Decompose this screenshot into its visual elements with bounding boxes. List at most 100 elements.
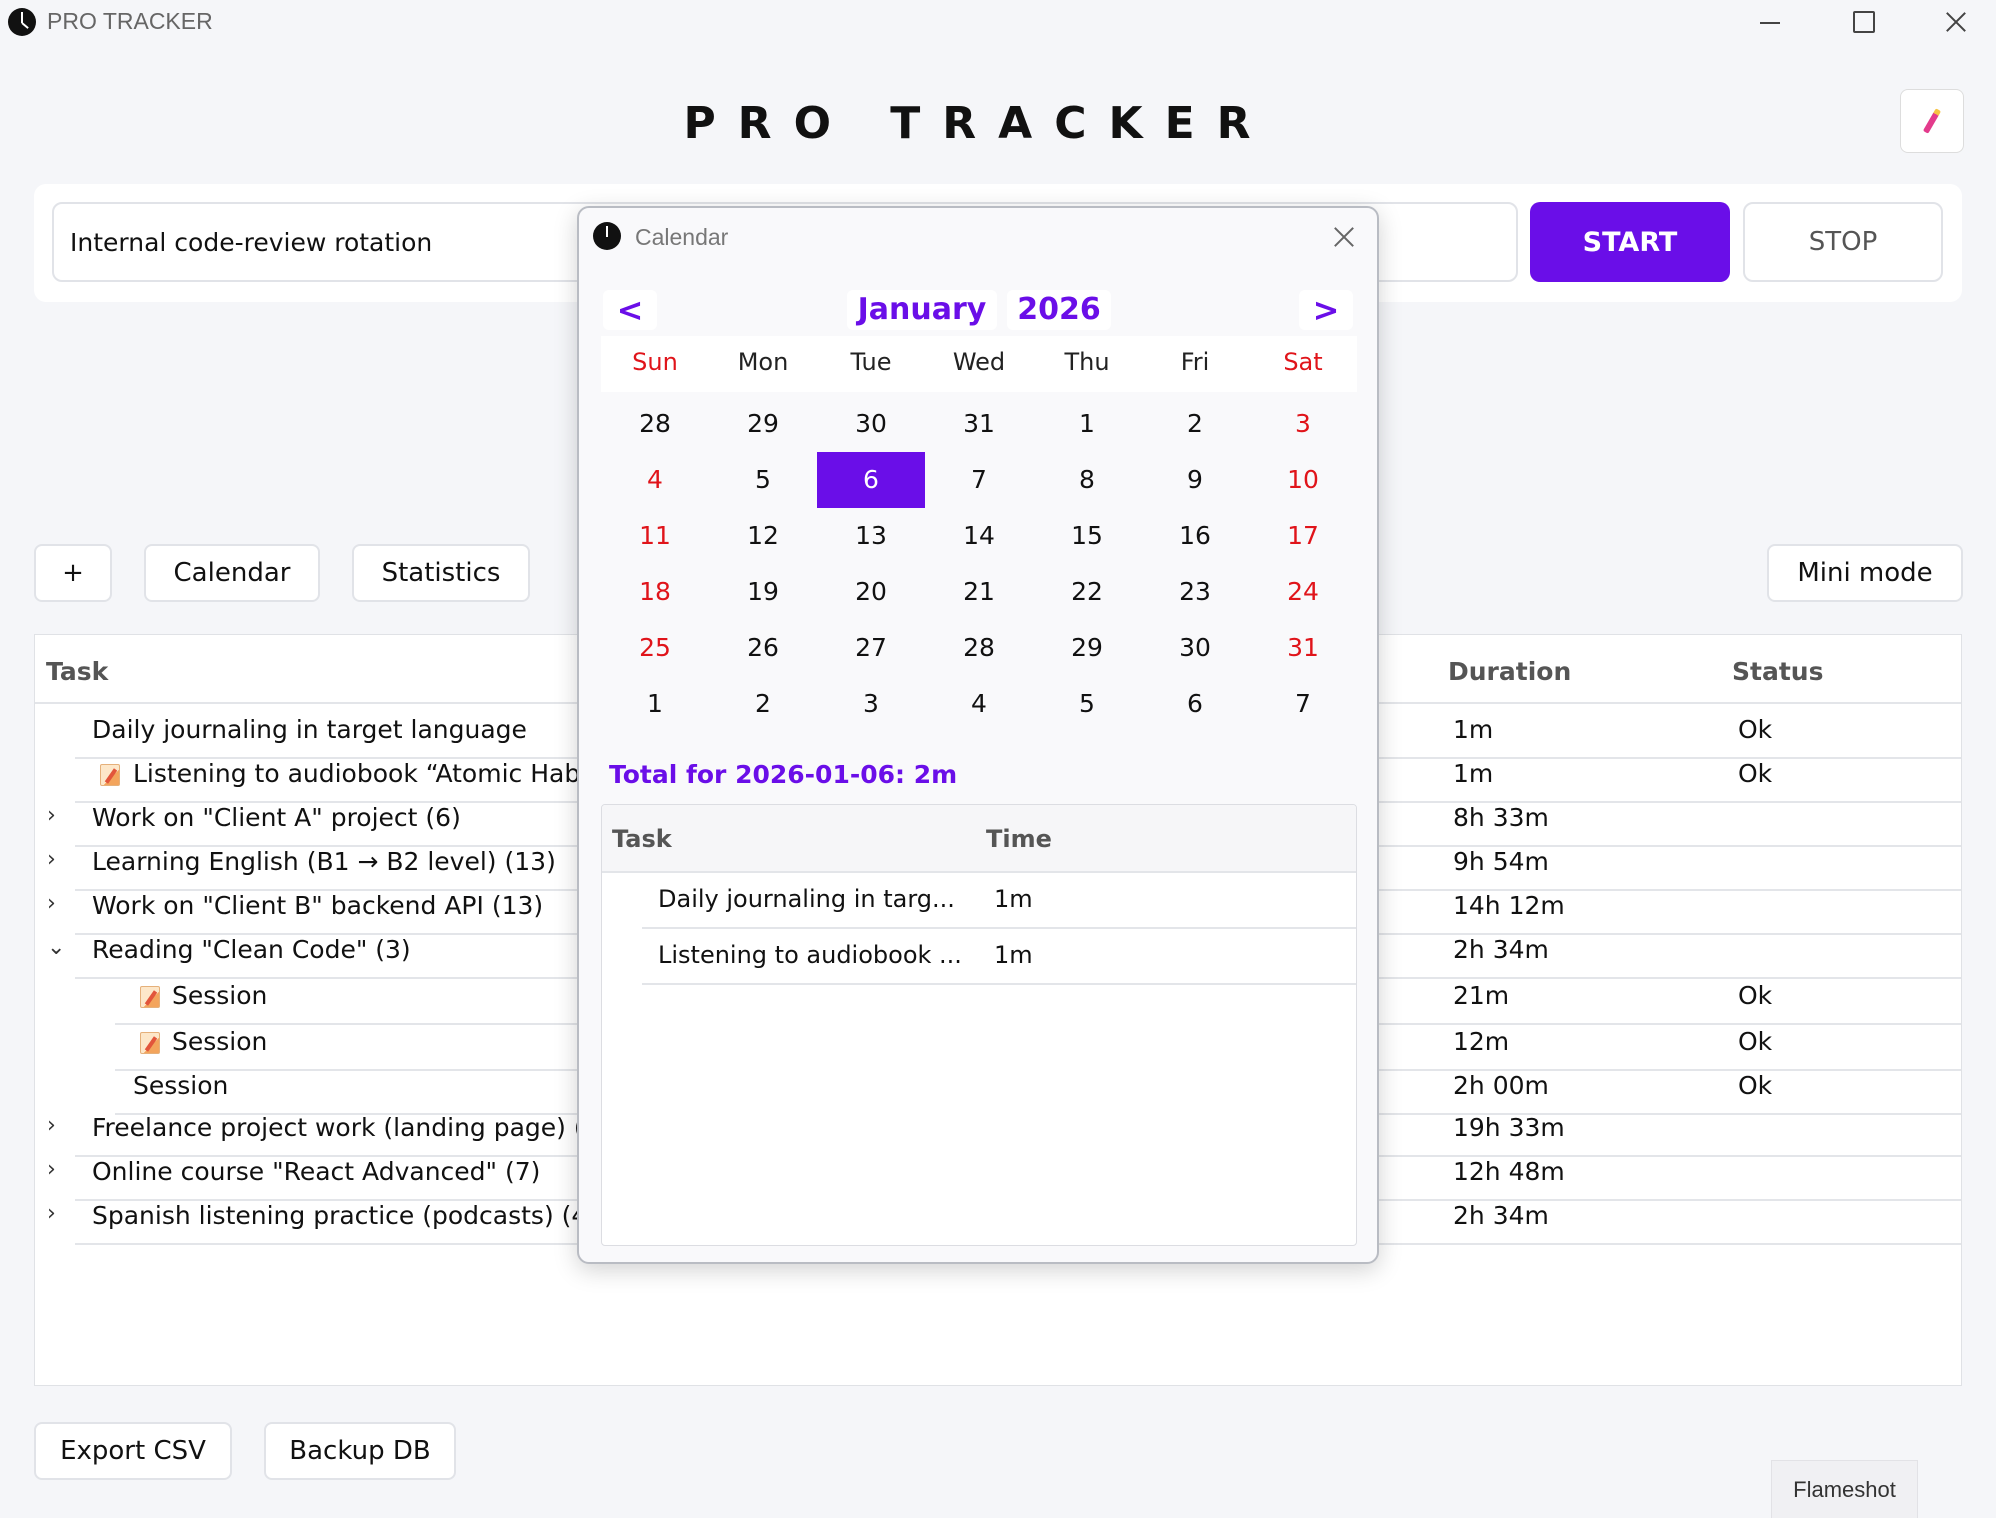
calendar-day[interactable]: 25 [639, 633, 671, 662]
chevron-right-icon[interactable]: › [47, 1113, 56, 1138]
minimize-button[interactable] [1740, 4, 1800, 40]
calendar-day[interactable]: 5 [1079, 689, 1095, 718]
calendar-day[interactable]: 8 [1079, 465, 1095, 494]
day-table-row[interactable]: Listening to audiobook ... 1m [602, 929, 1356, 985]
weekday-header: Sun Mon Tue Wed Thu Fri Sat [601, 336, 1357, 392]
calendar-button[interactable]: Calendar [144, 544, 320, 602]
start-button[interactable]: START [1530, 202, 1730, 282]
brush-icon [1922, 108, 1942, 134]
calendar-dialog: Calendar < January 2026 > Sun Mon Tue Wed Th… [577, 206, 1379, 1264]
calendar-day[interactable]: 29 [1071, 633, 1103, 662]
task-name: Online course "React Advanced" (7) [92, 1157, 541, 1186]
calendar-day[interactable]: 10 [1287, 465, 1319, 494]
task-status: Ok [1738, 759, 1773, 788]
calendar-day[interactable]: 11 [639, 521, 671, 550]
calendar-day[interactable]: 3 [1295, 409, 1311, 438]
day-table-header-time[interactable]: Time [986, 825, 1052, 853]
row-divider [642, 983, 1356, 985]
day-table-header: Task Time [602, 805, 1356, 873]
next-month-button[interactable]: > [1299, 290, 1353, 330]
calendar-day[interactable]: 21 [963, 577, 995, 606]
calendar-day[interactable]: 14 [963, 521, 995, 550]
task-duration: 2h 34m [1453, 1201, 1549, 1230]
calendar-day[interactable]: 13 [855, 521, 887, 550]
calendar-day[interactable]: 6 [1187, 689, 1203, 718]
weekday-label: Fri [1180, 348, 1210, 376]
calendar-day[interactable]: 7 [1295, 689, 1311, 718]
day-table-header-task[interactable]: Task [612, 825, 672, 853]
calendar-dialog-title: Calendar [635, 224, 729, 250]
calendar-day[interactable]: 28 [963, 633, 995, 662]
calendar-day[interactable]: 26 [747, 633, 779, 662]
calendar-day[interactable]: 3 [863, 689, 879, 718]
month-selector[interactable]: January [847, 290, 997, 330]
task-duration: 2h 34m [1453, 935, 1549, 964]
day-total: Total for 2026-01-06: 2m [609, 760, 958, 789]
chevron-down-icon[interactable]: ⌄ [47, 935, 66, 960]
column-header-duration[interactable]: Duration [1448, 657, 1572, 686]
task-status: Ok [1738, 981, 1773, 1010]
calendar-day[interactable]: 30 [855, 409, 887, 438]
calendar-day[interactable]: 28 [639, 409, 671, 438]
task-name: Work on "Client B" backend API (13) [92, 891, 544, 920]
calendar-day[interactable]: 23 [1179, 577, 1211, 606]
calendar-day[interactable]: 1 [1079, 409, 1095, 438]
weekday-label: Tue [850, 348, 892, 376]
calendar-day[interactable]: 2 [755, 689, 771, 718]
column-header-status[interactable]: Status [1732, 657, 1824, 686]
calendar-day[interactable]: 19 [747, 577, 779, 606]
add-task-button[interactable]: + [34, 544, 112, 602]
maximize-button[interactable] [1832, 4, 1892, 40]
prev-month-button[interactable]: < [603, 290, 657, 330]
calendar-day[interactable]: 24 [1287, 577, 1319, 606]
calendar-day[interactable]: 30 [1179, 633, 1211, 662]
calendar-titlebar: Calendar [579, 208, 1377, 266]
calendar-day[interactable]: 20 [855, 577, 887, 606]
calendar-day[interactable]: 1 [647, 689, 663, 718]
calendar-day[interactable]: 29 [747, 409, 779, 438]
export-csv-button[interactable]: Export CSV [34, 1422, 232, 1480]
calendar-day[interactable]: 16 [1179, 521, 1211, 550]
theme-toggle-button[interactable] [1900, 89, 1964, 153]
calendar-day[interactable]: 22 [1071, 577, 1103, 606]
calendar-day[interactable]: 18 [639, 577, 671, 606]
year-selector[interactable]: 2026 [1007, 290, 1111, 330]
chevron-right-icon[interactable]: › [47, 891, 56, 916]
task-name: Daily journaling in target language [92, 715, 527, 744]
day-task-time: 1m [994, 885, 1033, 913]
calendar-day[interactable]: 12 [747, 521, 779, 550]
weekday-label: Thu [1064, 348, 1110, 376]
task-duration: 1m [1453, 715, 1494, 744]
calendar-day[interactable]: 31 [1287, 633, 1319, 662]
close-window-button[interactable] [1924, 4, 1984, 40]
calendar-day[interactable]: 27 [855, 633, 887, 662]
close-icon[interactable] [1329, 222, 1359, 252]
task-name: Session [172, 981, 268, 1010]
mini-mode-button[interactable]: Mini mode [1767, 544, 1963, 602]
chevron-right-icon[interactable]: › [47, 1201, 56, 1226]
calendar-day[interactable]: 4 [971, 689, 987, 718]
task-name: Session [133, 1071, 229, 1100]
calendar-day[interactable]: 31 [963, 409, 995, 438]
calendar-day[interactable]: 17 [1287, 521, 1319, 550]
task-name: Listening to audiobook “Atomic Habits” [133, 759, 623, 788]
chevron-right-icon[interactable]: › [47, 847, 56, 872]
calendar-day[interactable]: 2 [1187, 409, 1203, 438]
row-divider [642, 927, 1356, 929]
calendar-day[interactable]: 5 [755, 465, 771, 494]
chevron-right-icon[interactable]: › [47, 803, 56, 828]
chevron-right-icon[interactable]: › [47, 1157, 56, 1182]
calendar-day[interactable]: 4 [647, 465, 663, 494]
backup-db-button[interactable]: Backup DB [264, 1422, 456, 1480]
statistics-button[interactable]: Statistics [352, 544, 530, 602]
calendar-day[interactable]: 6 [817, 452, 925, 508]
task-status: Ok [1738, 1071, 1773, 1100]
stop-button[interactable]: STOP [1743, 202, 1943, 282]
day-table-row[interactable]: Daily journaling in targ... 1m [602, 873, 1356, 929]
calendar-day[interactable]: 15 [1071, 521, 1103, 550]
calendar-day[interactable]: 9 [1187, 465, 1203, 494]
task-name: Freelance project work (landing page) ( [92, 1113, 584, 1142]
column-header-task[interactable]: Task [46, 657, 109, 686]
flameshot-tray-label[interactable]: Flameshot [1771, 1460, 1918, 1518]
calendar-day[interactable]: 7 [971, 465, 987, 494]
